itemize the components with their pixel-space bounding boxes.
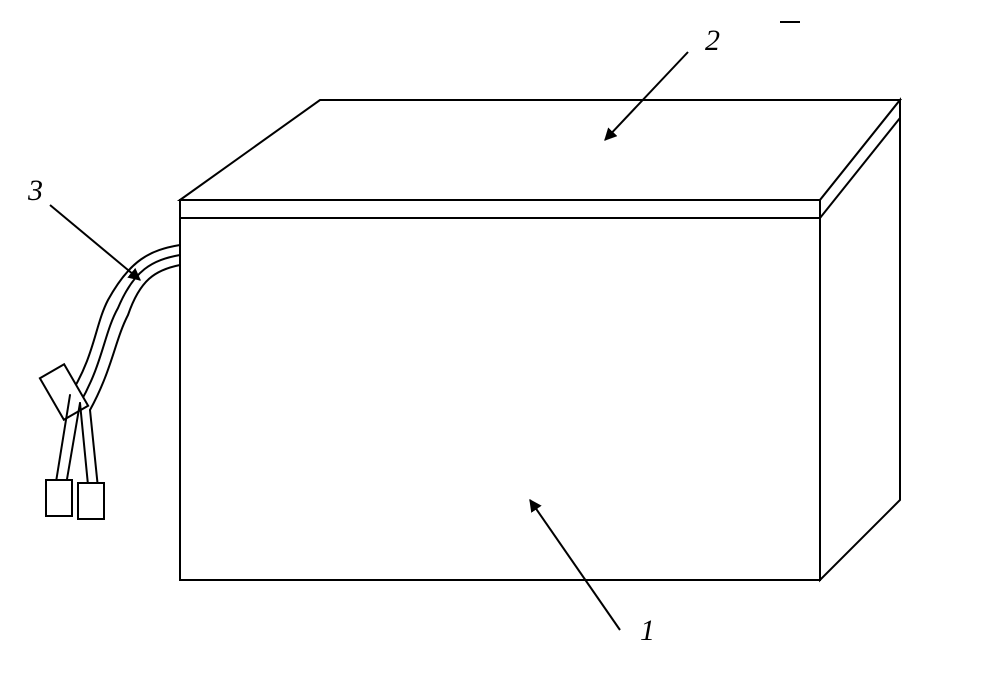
enclosure xyxy=(180,100,900,580)
label-1: 1 xyxy=(640,614,655,647)
plug-lead-3 xyxy=(80,403,88,485)
box-front xyxy=(180,200,820,580)
box-top xyxy=(180,100,900,200)
connector-plug-2 xyxy=(78,483,104,519)
label-3: 3 xyxy=(27,174,43,207)
label-2: 2 xyxy=(705,24,720,57)
connector-plug-1 xyxy=(46,480,72,516)
cable-strand-3 xyxy=(90,265,180,410)
diagram-canvas: 1 2 3 xyxy=(0,0,1000,681)
plug-lead-4 xyxy=(90,410,98,488)
cable-strand-2 xyxy=(80,255,180,403)
cable-assembly xyxy=(40,245,180,519)
leader-line-3 xyxy=(50,205,140,280)
